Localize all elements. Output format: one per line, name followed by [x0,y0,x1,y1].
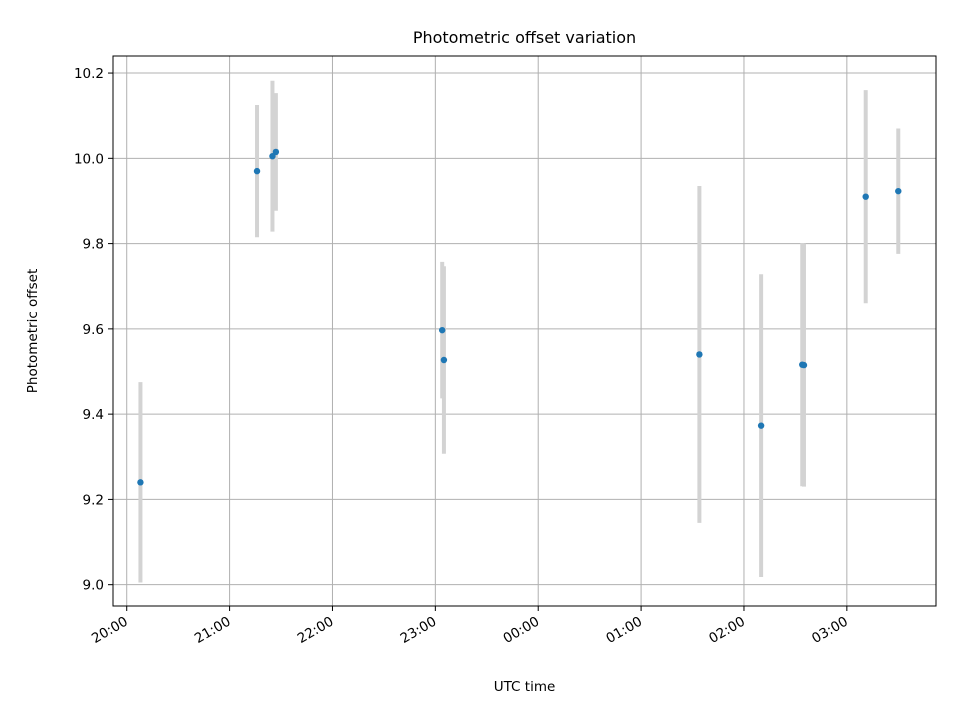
x-tick-label: 01:00 [603,614,645,647]
y-tick-label: 9.0 [83,578,104,594]
x-tick-label: 23:00 [398,614,440,647]
x-tick-label: 00:00 [501,614,543,647]
x-axis-ticks: 20:00 21:00 22:00 23:00 00:00 01:00 02:00 03:00 [89,606,851,647]
data-point [757,422,765,429]
data-point [439,326,446,334]
grid [113,56,936,606]
y-axis-ticks: 9.0 9.2 9.4 9.6 9.8 10.0 10.2 [74,66,113,594]
x-tick-label: 21:00 [192,614,234,647]
chart-title: Photometric offset variation [413,28,636,47]
data-point [272,148,280,156]
data-point [800,361,808,369]
y-tick-label: 9.8 [83,237,104,253]
data-point [269,152,276,160]
x-axis-label: UTC time [494,679,556,695]
y-axis-label: Photometric offset [25,269,41,393]
y-tick-label: 9.4 [83,407,104,423]
data-point [253,167,261,175]
y-tick-label: 9.6 [83,322,104,338]
x-tick-label: 02:00 [706,614,748,647]
data-points [137,148,902,486]
data-point [137,479,144,486]
y-tick-label: 9.2 [83,492,104,508]
plot-frame [112,55,937,607]
x-tick-label: 20:00 [89,614,131,647]
x-tick-label: 22:00 [295,614,337,647]
y-tick-label: 10.2 [74,66,104,82]
data-point [895,187,902,195]
data-point [862,193,869,200]
y-tick-label: 10.0 [74,151,104,167]
data-point [440,356,448,364]
data-point [696,351,703,358]
x-tick-label: 03:00 [809,614,851,647]
plot-background [113,56,936,606]
